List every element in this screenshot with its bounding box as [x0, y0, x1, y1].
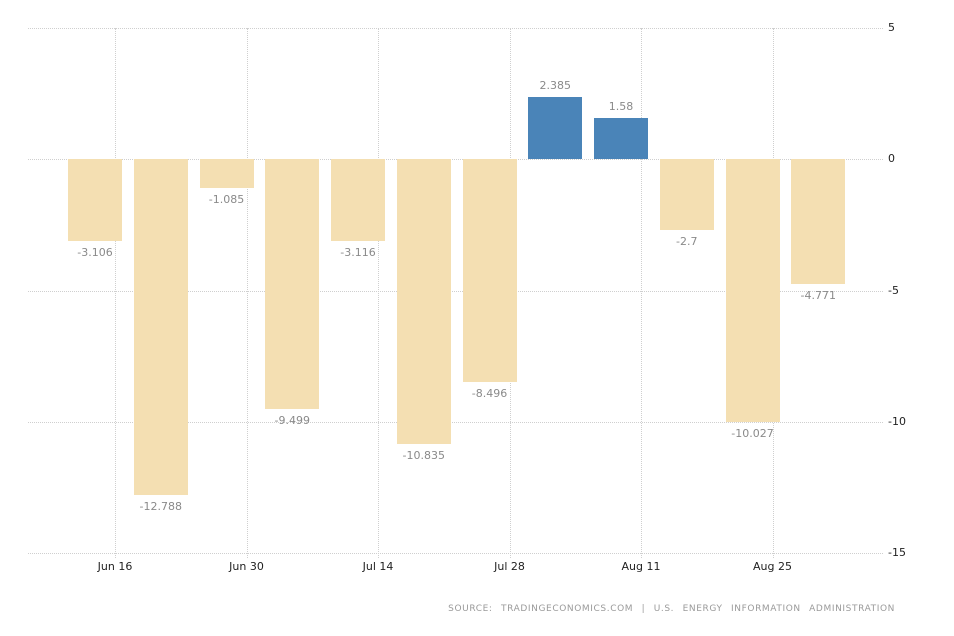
- bar-value-label: -10.027: [731, 427, 774, 441]
- bar-value-label: -3.106: [77, 245, 113, 259]
- bar[interactable]: [528, 96, 583, 160]
- x-axis-tick-label: Aug 11: [621, 560, 661, 573]
- bar[interactable]: [594, 117, 648, 160]
- y-axis-tick-label: -5: [888, 283, 899, 297]
- bar-value-label: -2.7: [676, 235, 698, 249]
- bar[interactable]: [791, 159, 846, 285]
- gridline-vertical: [115, 28, 116, 558]
- gridline-horizontal: [28, 28, 883, 29]
- x-axis-tick-label: Jul 14: [362, 560, 394, 573]
- bar-value-label: -8.496: [471, 387, 508, 401]
- bar-value-label: -9.499: [274, 413, 310, 427]
- bar-value-label: 2.385: [539, 78, 572, 92]
- gridline-vertical: [246, 28, 248, 558]
- y-axis-tick-label: 5: [888, 21, 895, 34]
- chart-source-attribution: SOURCE: TRADINGECONOMICS.COM | U.S. ENER…: [448, 604, 895, 614]
- gridline-vertical: [641, 28, 642, 558]
- gridline-horizontal: [28, 290, 883, 292]
- gridline-horizontal: [28, 553, 883, 554]
- bar-value-label: -4.771: [800, 289, 836, 303]
- bar-value-label: -1.085: [208, 192, 245, 206]
- bar[interactable]: [68, 159, 122, 241]
- bar[interactable]: [133, 159, 188, 495]
- x-axis-tick-label: Jul 28: [494, 560, 525, 573]
- gridline-vertical: [378, 28, 379, 558]
- bar-value-label: -10.835: [402, 448, 445, 462]
- gridline-horizontal: [28, 159, 883, 161]
- x-axis-tick-label: Jun 16: [97, 560, 133, 573]
- bar-value-label: 1.58: [608, 99, 634, 113]
- y-axis-tick-label: 0: [888, 152, 895, 166]
- bar[interactable]: [199, 159, 254, 188]
- bar[interactable]: [396, 159, 451, 444]
- bar[interactable]: [462, 159, 517, 383]
- bar[interactable]: [331, 159, 385, 242]
- bar[interactable]: [725, 159, 780, 423]
- y-axis-tick-label: -10: [888, 414, 906, 428]
- x-axis-tick-label: Jun 30: [229, 560, 264, 573]
- bar[interactable]: [265, 159, 320, 409]
- bar-value-label: -12.788: [139, 499, 182, 513]
- y-axis-tick-label: -15: [888, 546, 906, 559]
- bar-value-label: -3.116: [340, 246, 376, 260]
- bar[interactable]: [659, 159, 714, 231]
- gridline-horizontal: [28, 421, 883, 423]
- x-axis-tick-label: Aug 25: [753, 560, 792, 573]
